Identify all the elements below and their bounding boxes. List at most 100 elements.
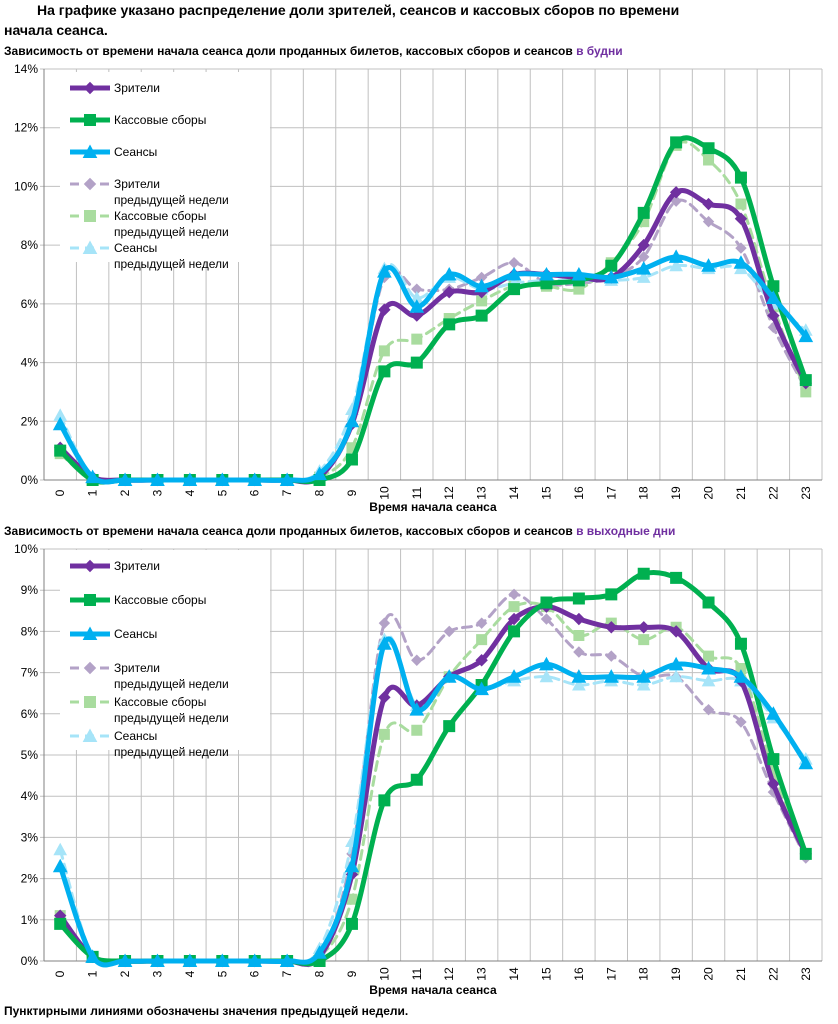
data-point-box xyxy=(702,142,715,155)
data-point-box_prev xyxy=(703,650,715,662)
x-tick-label: 13 xyxy=(475,967,489,981)
data-point-sessions xyxy=(312,945,327,959)
x-tick-label: 22 xyxy=(766,967,780,981)
legend-marker-sessions xyxy=(82,144,98,158)
data-point-viewers xyxy=(475,654,488,667)
data-point-viewers_prev xyxy=(573,646,585,658)
data-point-sessions xyxy=(247,472,263,486)
data-point-box xyxy=(443,720,456,733)
data-point-viewers xyxy=(637,621,650,634)
y-tick-label: 6% xyxy=(21,707,39,721)
legend-marker-box xyxy=(84,594,96,606)
data-point-viewers_prev xyxy=(735,242,747,254)
x-tick-label: 11 xyxy=(410,486,424,499)
data-point-sessions xyxy=(182,472,198,486)
data-point-box_prev xyxy=(735,662,747,674)
x-tick-label: 13 xyxy=(475,486,489,500)
y-tick-label: 0% xyxy=(21,954,39,968)
data-point-sessions xyxy=(247,953,263,967)
data-point-box xyxy=(605,259,618,272)
x-tick-label: 18 xyxy=(637,486,651,500)
series-sessions xyxy=(52,249,814,486)
data-point-sessions_prev xyxy=(636,270,651,283)
data-point-sessions xyxy=(733,669,749,683)
data-point-box xyxy=(475,309,488,322)
data-point-box xyxy=(410,773,423,786)
data-point-sessions xyxy=(214,953,230,967)
y-tick-label: 2% xyxy=(21,872,39,886)
x-tick-label: 22 xyxy=(766,486,780,500)
data-point-viewers_prev xyxy=(670,195,682,207)
legend-marker-viewers xyxy=(83,81,97,95)
x-tick-label: 6 xyxy=(248,489,262,496)
data-point-sessions xyxy=(150,472,165,486)
data-point-sessions_prev xyxy=(701,673,716,687)
data-point-sessions xyxy=(701,660,716,675)
data-point-viewers xyxy=(669,625,683,638)
x-tick-label: 0 xyxy=(53,489,67,496)
data-point-box_prev xyxy=(573,630,585,642)
x-tick-label: 16 xyxy=(572,486,586,500)
y-tick-label: 2% xyxy=(21,414,39,428)
y-tick-label: 7% xyxy=(21,666,39,680)
data-point-sessions xyxy=(603,669,619,683)
y-tick-label: 9% xyxy=(21,583,39,597)
data-point-sessions_prev xyxy=(539,669,554,683)
data-point-box xyxy=(670,571,683,584)
legend-label-box: Кассовые сборы xyxy=(114,593,206,607)
chart-weekends: Зависимость от времени начала сеанса дол… xyxy=(4,524,823,997)
x-tick-label: 4 xyxy=(183,970,197,977)
legend-label-line2-box_prev: предыдущей недели xyxy=(114,711,229,725)
y-tick-label: 0% xyxy=(21,473,39,487)
legend-marker-viewers_prev xyxy=(83,177,97,191)
data-point-sessions_prev xyxy=(636,677,651,691)
data-point-box xyxy=(637,567,650,580)
x-tick-label: 6 xyxy=(248,970,262,977)
data-point-box xyxy=(734,637,747,650)
legend-label-box_prev: Кассовые сборы xyxy=(114,209,206,223)
chart-title-highlight: в выходные дни xyxy=(576,524,675,538)
x-tick-label: 19 xyxy=(669,967,683,981)
legend-marker-sessions_prev xyxy=(82,240,98,254)
x-tick-label: 16 xyxy=(572,967,586,981)
data-point-viewers xyxy=(507,612,521,626)
data-point-sessions xyxy=(117,472,133,486)
heading-line-1: На графике указано распределение доли зр… xyxy=(37,2,680,18)
data-point-sessions xyxy=(539,656,554,671)
data-point-sessions_prev xyxy=(669,669,683,683)
data-point-box xyxy=(378,365,391,378)
data-point-box xyxy=(767,753,780,766)
x-tick-label: 18 xyxy=(637,967,651,981)
data-point-sessions xyxy=(344,413,360,428)
x-tick-label: 20 xyxy=(702,967,716,981)
footnote: Пунктирными линиями обозначены значения … xyxy=(4,1004,409,1018)
data-point-sessions xyxy=(409,299,425,313)
x-tick-label: 1 xyxy=(86,489,100,496)
x-tick-label: 17 xyxy=(604,967,618,981)
data-point-sessions xyxy=(636,669,652,683)
data-point-viewers xyxy=(378,303,391,316)
chart-title-main: Зависимость от времени начала сеанса дол… xyxy=(4,524,576,538)
data-point-box_prev xyxy=(508,601,520,613)
data-point-viewers_prev xyxy=(475,617,488,629)
y-tick-label: 1% xyxy=(21,913,39,927)
y-tick-label: 12% xyxy=(14,121,38,135)
data-point-sessions xyxy=(766,290,781,304)
data-point-viewers xyxy=(734,212,748,225)
data-point-sessions xyxy=(798,328,814,343)
data-point-sessions xyxy=(52,416,68,431)
legend-label-box: Кассовые сборы xyxy=(114,113,206,127)
data-point-viewers xyxy=(572,612,586,626)
chart-title: Зависимость от времени начала сеанса дол… xyxy=(4,44,623,58)
legend-label-sessions_prev: Сеансы xyxy=(114,241,157,255)
data-point-sessions xyxy=(668,656,684,671)
chart-title-highlight: в будни xyxy=(576,44,623,58)
legend-marker-sessions xyxy=(82,626,98,640)
data-point-viewers xyxy=(378,691,391,704)
x-tick-label: 12 xyxy=(442,486,456,500)
x-tick-label: 0 xyxy=(53,970,67,977)
legend-label-viewers_prev: Зрители xyxy=(114,661,160,675)
x-tick-label: 1 xyxy=(86,970,100,977)
data-point-sessions xyxy=(571,669,587,683)
data-point-sessions xyxy=(474,278,489,293)
